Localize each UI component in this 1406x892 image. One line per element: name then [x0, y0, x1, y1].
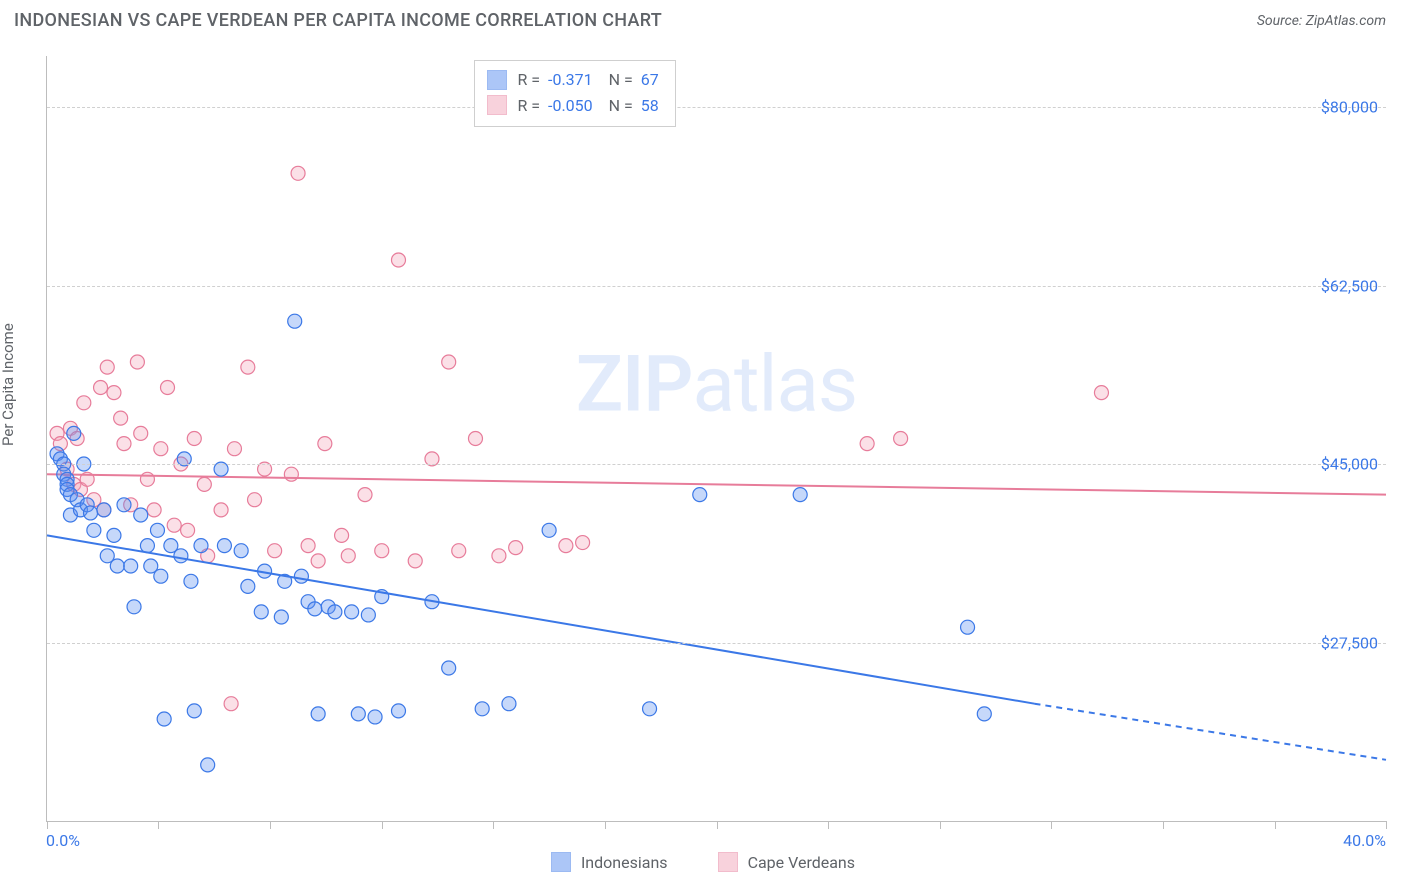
- watermark: ZIPatlas: [576, 339, 857, 430]
- x-tick-label: 0.0%: [46, 831, 80, 850]
- y-tick-label: $27,500: [1321, 633, 1378, 652]
- series-legend: Indonesians Cape Verdeans: [0, 852, 1406, 872]
- plot-frame: ZIPatlas: [46, 56, 1386, 822]
- legend-label: Cape Verdeans: [748, 853, 855, 872]
- square-icon: [487, 95, 507, 115]
- square-icon: [487, 70, 507, 90]
- square-icon: [551, 852, 571, 872]
- stat-row: R = -0.050 N = 58: [487, 93, 662, 119]
- legend-item-indonesians: Indonesians: [551, 852, 668, 872]
- chart-header: INDONESIAN VS CAPE VERDEAN PER CAPITA IN…: [0, 0, 1406, 35]
- chart-svg: [47, 56, 347, 206]
- square-icon: [718, 852, 738, 872]
- y-axis-label: Per Capita Income: [0, 323, 17, 446]
- source-attribution: Source: ZipAtlas.com: [1257, 13, 1386, 29]
- y-tick-label: $62,500: [1321, 276, 1378, 295]
- legend-item-capeverdeans: Cape Verdeans: [718, 852, 855, 872]
- legend-label: Indonesians: [581, 853, 668, 872]
- stat-row: R = -0.371 N = 67: [487, 67, 662, 93]
- chart-title: INDONESIAN VS CAPE VERDEAN PER CAPITA IN…: [14, 10, 662, 31]
- x-tick-label: 40.0%: [1343, 831, 1386, 850]
- y-tick-label: $45,000: [1321, 455, 1378, 474]
- plot-area: ZIPatlas: [46, 56, 1386, 822]
- y-tick-label: $80,000: [1321, 98, 1378, 117]
- correlation-legend: R = -0.371 N = 67R = -0.050 N = 58: [474, 60, 675, 127]
